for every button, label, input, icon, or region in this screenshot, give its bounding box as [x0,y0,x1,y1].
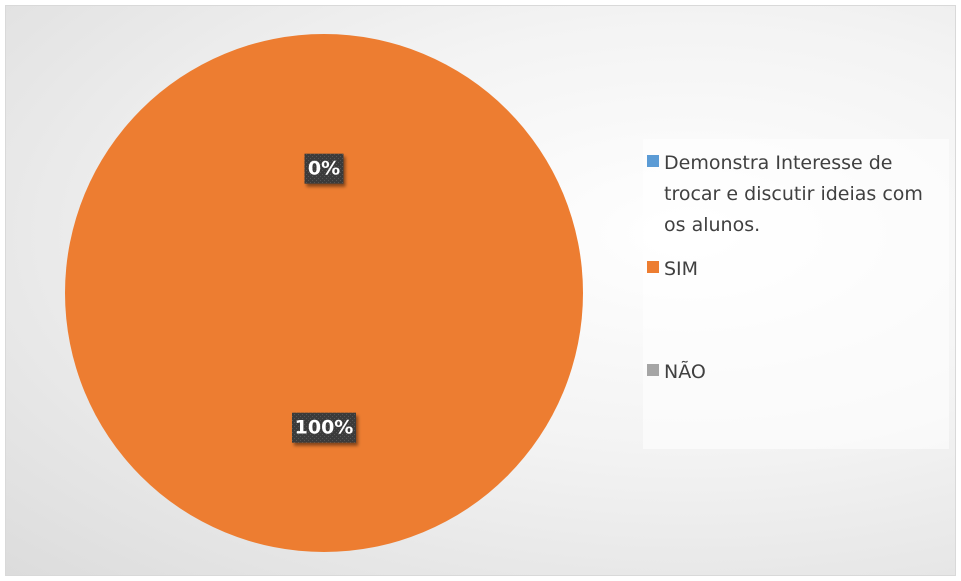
data-label-box-0 [304,153,344,184]
legend-label-sim: SIM [664,258,699,280]
legend-item-nao: NÃO [643,357,943,388]
legend: Demonstra Interesse de trocar e discutir… [643,139,949,449]
legend-item-sim: SIM [643,254,943,285]
pie-chart: 0% 100% [65,34,583,552]
legend-label-demonstra-interesse: Demonstra Interesse de trocar e discutir… [664,152,923,236]
data-label-box-1 [292,412,356,443]
data-label-1: 100% [292,412,356,443]
data-label-0: 0% [304,153,344,184]
legend-swatch-gray [647,364,659,376]
chart-area: 0% 100% Demonstra Interesse de trocar e d… [5,5,956,576]
data-label-text-1: 100% [295,417,354,439]
legend-swatch-blue [647,155,659,167]
legend-label-nao: NÃO [664,361,706,383]
data-label-text-0: 0% [308,158,340,180]
legend-swatch-orange [647,261,659,273]
pie-slice-1 [65,34,583,552]
legend-item-demonstra-interesse: Demonstra Interesse de trocar e discutir… [643,148,943,241]
